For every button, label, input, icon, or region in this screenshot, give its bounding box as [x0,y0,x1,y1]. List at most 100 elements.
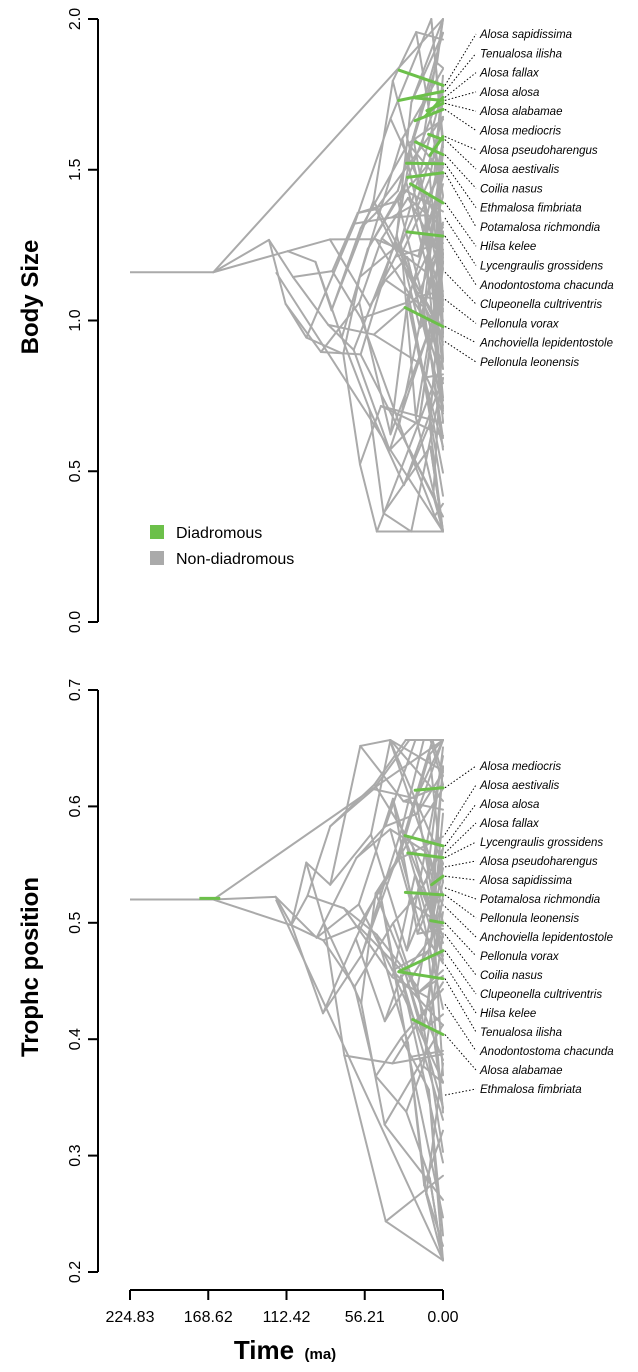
trophic-leader-line [444,822,477,854]
trophic-tip-label: Ethmalosa fimbriata [480,1084,582,1096]
x-tick-label: 56.21 [345,1309,385,1326]
trophic-leader-line [444,841,477,859]
body-size-branch [340,336,371,411]
trophic-branch [343,1054,387,1223]
x-tick-label: 0.00 [427,1309,458,1326]
trophic-branch [391,950,430,972]
trophic-branch [374,1036,403,1078]
body-size-tip-label: Anchoviella lepidentostole [479,338,613,350]
legend-label-diadromous: Diadromous [176,525,262,542]
trophic-branch [405,1065,425,1113]
body-size-diadromous-branch [405,171,445,179]
trophic-leader-line [444,950,477,995]
trophic-diadromous-branch [403,890,445,897]
trophic-tip-label: Hilsa kelee [480,1008,536,1020]
body-size-diadromous-branch [405,230,445,238]
trophic-leader-line [444,875,477,881]
trophic-branch [359,739,391,747]
body-size-branches [130,18,445,533]
trophic-tip-label: Anodontostoma chacunda [479,1046,614,1058]
body-size-branch [422,376,444,497]
trophic-branch [274,895,293,926]
body-size-branch [284,302,308,339]
trophic-branch [329,788,375,828]
trophic-tip-label: Clupeonella cultriventris [480,989,602,1001]
trophic-branch [212,739,444,901]
trophic-branch [391,1053,444,1065]
trophic-branch [397,753,431,861]
trophic-branch [402,800,444,811]
trophic-branch [212,898,293,927]
body-size-branch [267,238,287,305]
trophic-branch [355,825,387,859]
body-size-branch [368,279,387,308]
trophic-leader-line [444,964,477,1014]
body-size-branch [286,238,331,253]
trophic-branch [274,895,318,939]
body-size-branch [330,227,362,312]
trophic-leader-line [444,922,477,957]
body-size-branch [368,408,405,487]
body-size-tip-label: Potamalosa richmondia [480,222,600,234]
body-size-tip-label: Alosa fallax [479,68,540,80]
body-size-branch [291,275,330,326]
trophic-tip-label: Alosa alosa [479,799,539,811]
trophic-branch [290,861,308,926]
legend-label-non-diadromous: Non-diadromous [176,551,294,568]
body-size-branch [384,279,425,308]
legend: Diadromous Non-diadromous [150,525,294,568]
body-size-leader-line [444,139,477,170]
body-size-branch [414,416,444,533]
trophic-branch [400,974,444,1121]
body-size-branch [358,301,392,436]
trophic-tip-label: Lycengraulis grossidens [480,837,603,849]
body-size-branch [407,293,444,474]
trophic-branch [305,861,326,925]
body-size-branch [340,248,369,339]
body-size-y-tick-label: 1.0 [67,309,84,331]
trophic-diadromous-branch [406,851,445,860]
x-tick-label: 112.42 [263,1309,311,1326]
trophic-branch [427,1088,444,1262]
trophic-branch [357,903,394,972]
body-size-branch [372,79,394,202]
trophic-branch [400,988,444,1039]
body-size-branch [414,253,444,419]
body-size-branch [382,445,432,515]
trophic-leader-line [444,1034,477,1071]
trophic-tip-label: Alosa mediocris [479,761,561,773]
body-size-diadromous-branch [427,132,445,142]
body-size-branch [359,189,399,230]
body-size-leader-line [444,91,477,101]
trophic-branch [359,744,405,803]
trophic-branch [384,1220,444,1262]
trophic-branch [354,937,386,1023]
x-axis-unit: (ma) [305,1346,337,1363]
body-size-branch [391,31,418,82]
body-size-diadromous-branch [397,68,445,87]
body-size-branch [400,252,417,419]
body-size-branch [399,89,444,245]
body-size-branch [402,423,431,487]
body-size-branch [342,352,361,466]
body-size-leader-line [444,52,477,92]
body-size-branch [360,301,409,320]
trophic-tip-label: Pellonula vorax [480,951,560,963]
trophic-branch [404,974,425,1032]
trophic-branch [384,812,418,828]
trophic-branch [396,981,444,1083]
body-size-branch [388,418,421,452]
trophic-position-panel: 0.20.30.40.50.60.7 Alosa mediocrisAlosa … [17,679,614,1365]
x-tick-label: 224.83 [106,1309,155,1326]
trophic-branch [388,739,444,897]
body-size-y-tick-label: 2.0 [67,8,84,30]
trophic-branch [315,903,360,939]
body-size-branch [382,512,413,533]
trophic-leader-line [444,887,477,900]
trophic-diadromous-branch [411,1018,445,1037]
body-size-leader-line [444,136,477,151]
trophic-branch [415,739,444,815]
trophic-diadromous-branch [413,786,445,792]
body-size-branch [212,238,270,274]
body-size-branch [402,188,444,213]
